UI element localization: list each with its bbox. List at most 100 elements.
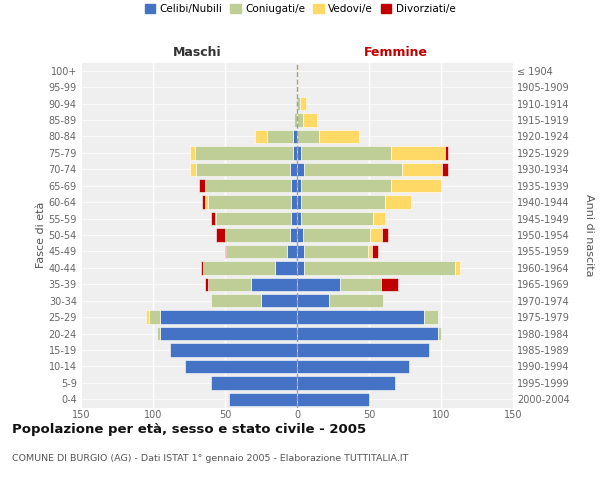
Bar xyxy=(170,344,297,356)
Bar xyxy=(157,327,160,340)
Bar xyxy=(297,376,395,390)
Bar xyxy=(225,228,290,241)
Bar xyxy=(303,114,317,126)
Bar xyxy=(267,130,293,143)
Bar xyxy=(208,278,251,291)
Bar xyxy=(297,64,298,78)
Bar xyxy=(402,162,442,176)
Bar xyxy=(211,376,297,390)
Bar xyxy=(251,278,297,291)
Bar xyxy=(211,212,215,226)
Bar xyxy=(297,179,301,192)
Bar xyxy=(211,294,261,308)
Bar xyxy=(291,212,297,226)
Bar xyxy=(301,146,391,160)
Bar xyxy=(190,162,196,176)
Bar xyxy=(304,162,402,176)
Bar xyxy=(372,244,377,258)
Bar xyxy=(203,261,275,274)
Bar xyxy=(217,212,291,226)
Bar xyxy=(293,130,297,143)
Bar xyxy=(190,146,195,160)
Bar xyxy=(149,310,160,324)
Bar xyxy=(301,179,391,192)
Bar xyxy=(297,114,303,126)
Bar xyxy=(196,162,290,176)
Bar xyxy=(455,261,460,274)
Bar xyxy=(297,97,300,110)
Bar xyxy=(195,146,293,160)
Bar xyxy=(226,244,287,258)
Bar xyxy=(205,278,208,291)
Bar xyxy=(297,392,369,406)
Bar xyxy=(438,327,441,340)
Bar xyxy=(199,179,205,192)
Bar xyxy=(287,244,297,258)
Bar xyxy=(297,360,409,373)
Bar xyxy=(146,310,149,324)
Bar xyxy=(297,80,298,94)
Bar xyxy=(291,179,297,192)
Text: Maschi: Maschi xyxy=(173,46,222,59)
Y-axis label: Fasce di età: Fasce di età xyxy=(35,202,46,268)
Bar xyxy=(297,146,301,160)
Bar xyxy=(296,97,297,110)
Bar xyxy=(382,228,388,241)
Bar xyxy=(300,97,305,110)
Bar xyxy=(290,162,297,176)
Bar xyxy=(297,278,340,291)
Bar xyxy=(304,261,455,274)
Bar xyxy=(261,294,297,308)
Bar xyxy=(229,392,297,406)
Bar xyxy=(373,212,385,226)
Bar xyxy=(297,327,438,340)
Text: COMUNE DI BURGIO (AG) - Dati ISTAT 1° gennaio 2005 - Elaborazione TUTTITALIA.IT: COMUNE DI BURGIO (AG) - Dati ISTAT 1° ge… xyxy=(12,454,409,463)
Bar xyxy=(303,228,370,241)
Bar xyxy=(200,261,203,274)
Y-axis label: Anni di nascita: Anni di nascita xyxy=(584,194,595,276)
Bar xyxy=(340,278,380,291)
Text: Popolazione per età, sesso e stato civile - 2005: Popolazione per età, sesso e stato civil… xyxy=(12,422,366,436)
Bar xyxy=(297,196,301,209)
Bar xyxy=(275,261,297,274)
Bar xyxy=(297,130,319,143)
Bar xyxy=(304,244,368,258)
Bar xyxy=(160,327,297,340)
Bar xyxy=(368,244,372,258)
Bar xyxy=(391,179,441,192)
Bar xyxy=(301,196,385,209)
Bar xyxy=(385,196,411,209)
Text: Femmine: Femmine xyxy=(364,46,428,59)
Bar xyxy=(380,278,398,291)
Bar xyxy=(329,294,383,308)
Bar xyxy=(225,244,226,258)
Bar xyxy=(301,212,373,226)
Bar xyxy=(297,162,304,176)
Bar xyxy=(319,130,359,143)
Bar xyxy=(208,196,291,209)
Bar xyxy=(297,344,430,356)
Bar xyxy=(291,196,297,209)
Bar xyxy=(297,294,329,308)
Bar xyxy=(205,179,291,192)
Bar xyxy=(297,244,304,258)
Bar xyxy=(297,261,304,274)
Bar xyxy=(297,212,301,226)
Bar xyxy=(217,228,225,241)
Bar xyxy=(442,162,448,176)
Legend: Celibi/Nubili, Coniugati/e, Vedovi/e, Divorziati/e: Celibi/Nubili, Coniugati/e, Vedovi/e, Di… xyxy=(140,0,460,18)
Bar xyxy=(160,310,297,324)
Bar xyxy=(294,114,297,126)
Bar xyxy=(185,360,297,373)
Bar xyxy=(370,228,382,241)
Bar xyxy=(297,310,424,324)
Bar xyxy=(445,146,448,160)
Bar xyxy=(205,196,208,209)
Bar xyxy=(202,196,205,209)
Bar xyxy=(391,146,445,160)
Bar xyxy=(424,310,438,324)
Bar xyxy=(215,212,217,226)
Bar xyxy=(297,228,303,241)
Bar xyxy=(293,146,297,160)
Bar xyxy=(290,228,297,241)
